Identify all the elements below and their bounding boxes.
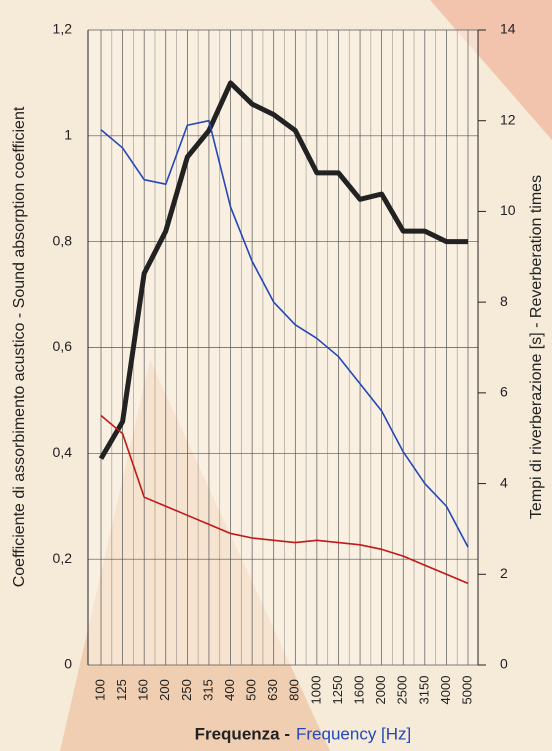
y2-tick-label: 0 bbox=[500, 656, 508, 672]
x-tick-label: 3150 bbox=[416, 676, 431, 705]
x-tick-label: 4000 bbox=[438, 676, 453, 705]
y2-tick-label: 14 bbox=[500, 21, 516, 37]
y2-tick-label: 2 bbox=[500, 565, 508, 581]
y2-axis-label: Tempi di riverberazione [s] - Reverberat… bbox=[528, 175, 545, 519]
x-tick-label: 250 bbox=[179, 679, 194, 701]
y-tick-label: 1 bbox=[64, 127, 72, 143]
x-axis-label: Frequenza - bbox=[195, 724, 290, 743]
x-tick-label: 200 bbox=[157, 679, 172, 701]
x-tick-label: 160 bbox=[136, 679, 151, 701]
x-tick-label: 500 bbox=[244, 679, 259, 701]
y-tick-label: 0,8 bbox=[53, 232, 73, 248]
y2-tick-label: 6 bbox=[500, 384, 508, 400]
chart: Coefficiente di assorbimento acustico - … bbox=[0, 0, 552, 751]
x-tick-label: 100 bbox=[92, 679, 107, 701]
x-axis-label: Frequency [Hz] bbox=[296, 724, 411, 743]
x-tick-label: 800 bbox=[287, 679, 302, 701]
x-tick-label: 630 bbox=[265, 679, 280, 701]
y2-tick-label: 10 bbox=[500, 202, 516, 218]
y-tick-label: 0,6 bbox=[53, 338, 73, 354]
x-tick-label: 1250 bbox=[330, 676, 345, 705]
y2-tick-label: 8 bbox=[500, 293, 508, 309]
y-tick-label: 0 bbox=[64, 656, 72, 672]
x-tick-label: 1600 bbox=[351, 676, 366, 705]
y-tick-label: 0,4 bbox=[53, 444, 73, 460]
x-tick-label: 315 bbox=[200, 679, 215, 701]
y-tick-label: 1,2 bbox=[53, 21, 73, 37]
x-tick-label: 1000 bbox=[308, 676, 323, 705]
x-tick-label: 2000 bbox=[373, 676, 388, 705]
y2-tick-label: 4 bbox=[500, 474, 508, 490]
x-tick-label: 2500 bbox=[395, 676, 410, 705]
y-axis-label: Coefficiente di assorbimento acustico - … bbox=[11, 106, 28, 587]
y2-tick-label: 12 bbox=[500, 111, 516, 127]
x-tick-label: 125 bbox=[114, 679, 129, 701]
x-tick-label: 5000 bbox=[459, 676, 474, 705]
y-tick-label: 0,2 bbox=[53, 550, 73, 566]
x-tick-label: 400 bbox=[222, 679, 237, 701]
